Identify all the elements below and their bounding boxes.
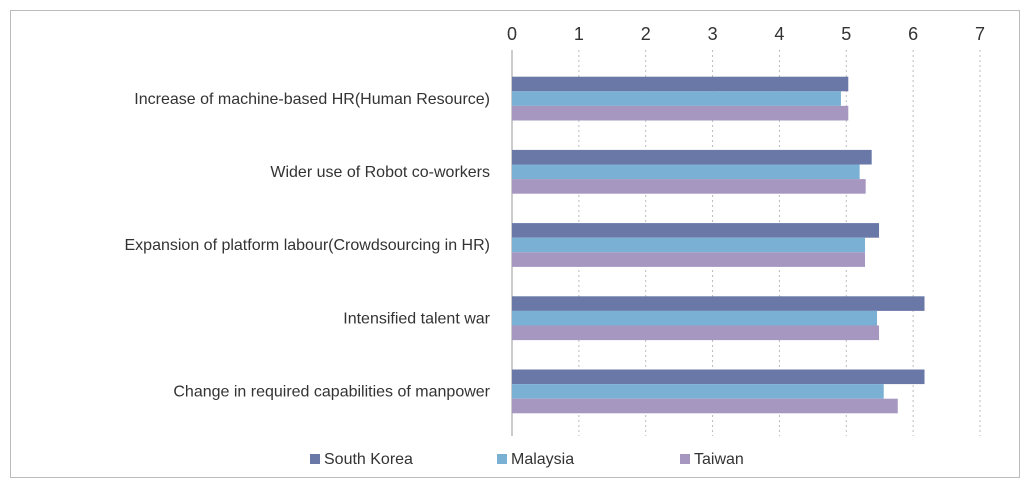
x-tick-label: 6	[908, 24, 918, 44]
bar	[512, 91, 841, 106]
bar	[512, 398, 898, 414]
bar	[512, 223, 880, 238]
legend-swatch	[497, 454, 507, 464]
y-tick-label: Expansion of platform labour(Crowdsourci…	[125, 237, 491, 254]
bar	[512, 384, 884, 399]
x-tick-label: 7	[975, 24, 985, 44]
x-tick-label: 1	[574, 24, 584, 44]
bar	[512, 105, 849, 121]
legend-label: Taiwan	[694, 451, 744, 468]
bar	[512, 325, 880, 341]
y-tick-label: Intensified talent war	[343, 310, 490, 327]
x-tick-label: 5	[841, 24, 851, 44]
bar	[512, 296, 925, 311]
bar	[512, 310, 878, 326]
bar	[512, 76, 849, 92]
y-tick-label: Wider use of Robot co-workers	[270, 164, 490, 181]
y-tick-label: Increase of machine-based HR(Human Resou…	[134, 91, 490, 108]
bar	[512, 237, 866, 253]
bar	[512, 149, 872, 165]
legend-swatch	[310, 454, 320, 464]
bar	[512, 369, 925, 385]
bar	[512, 179, 866, 194]
x-tick-label: 2	[641, 24, 651, 44]
x-tick-label: 4	[774, 24, 784, 44]
legend-label: South Korea	[324, 451, 413, 468]
bar	[512, 164, 860, 180]
y-tick-label: Change in required capabilities of manpo…	[173, 384, 490, 401]
x-tick-label: 3	[708, 24, 718, 44]
x-tick-label: 0	[507, 24, 517, 44]
legend-swatch	[680, 454, 690, 464]
bar	[512, 252, 866, 267]
legend-label: Malaysia	[511, 451, 574, 468]
